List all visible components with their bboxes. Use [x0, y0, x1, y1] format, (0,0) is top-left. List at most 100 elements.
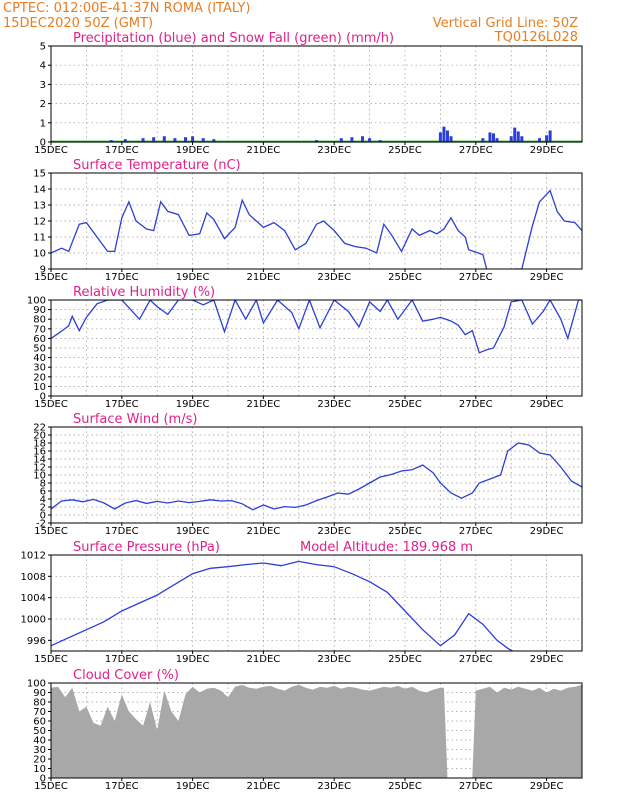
plot-frame	[50, 45, 583, 143]
x-tick-label: 17DEC	[105, 654, 139, 665]
x-tick-label: 25DEC	[388, 272, 422, 283]
y-tick-label: 3	[40, 80, 46, 91]
x-tick-label: 29DEC	[530, 272, 564, 283]
precip-bar	[442, 126, 446, 142]
x-tick-label: 15DEC	[34, 145, 68, 156]
x-tick-label: 29DEC	[530, 399, 564, 410]
cloud-title: Cloud Cover (%)	[73, 668, 179, 683]
y-tick-label: 40	[33, 353, 46, 364]
precip-panel: 0 1 2 3 4 5 15DEC 17DEC 19DEC 21DEC 23DEC 25DEC 27DE…	[34, 31, 583, 156]
precip-bar	[141, 138, 145, 142]
temp-title: Surface Temperature (nC)	[73, 158, 241, 173]
precip-bar	[315, 140, 318, 142]
y-tick-label: 0	[40, 774, 46, 785]
precip-bar	[191, 136, 195, 142]
x-tick-label: 19DEC	[176, 781, 210, 792]
plot-frame	[50, 554, 583, 652]
y-tick-label: 10	[33, 471, 46, 482]
y-tick-label: -2	[36, 519, 46, 530]
precip-bar	[438, 132, 442, 142]
x-tick-label: 19DEC	[176, 145, 210, 156]
temp-line	[51, 189, 582, 269]
cloud-area	[51, 684, 582, 778]
x-tick-label: 29DEC	[530, 526, 564, 537]
x-tick-label: 15DEC	[34, 399, 68, 410]
precip-bar	[495, 138, 499, 142]
y-tick-label: 70	[33, 707, 46, 718]
precip-bar	[109, 140, 113, 142]
y-tick-label: 1004	[21, 593, 46, 604]
x-tick-label: 23DEC	[317, 272, 351, 283]
y-tick-label: 0	[40, 392, 46, 403]
y-tick-label: 80	[33, 315, 46, 326]
y-tick-label: 4	[40, 495, 46, 506]
y-tick-label: 9	[40, 265, 46, 276]
x-tick-label: 21DEC	[247, 781, 281, 792]
y-tick-label: 30	[33, 363, 46, 374]
y-tick-label: 8	[40, 479, 46, 490]
x-tick-label: 19DEC	[176, 399, 210, 410]
x-tick-label: 19DEC	[176, 272, 210, 283]
y-tick-label: 10	[33, 764, 46, 775]
precip-bar	[152, 137, 156, 142]
x-tick-label: 21DEC	[247, 145, 281, 156]
y-tick-label: 11	[33, 233, 46, 244]
y-tick-label: 18	[33, 439, 46, 450]
precip-bar	[548, 130, 552, 142]
y-tick-label: 16	[33, 447, 46, 458]
y-tick-label: 1008	[21, 572, 46, 583]
x-tick-label: 27DEC	[459, 272, 493, 283]
y-tick-label: 13	[33, 201, 46, 212]
x-tick-label: 23DEC	[317, 399, 351, 410]
y-tick-label: 20	[33, 431, 46, 442]
x-tick-label: 25DEC	[388, 145, 422, 156]
x-tick-label: 25DEC	[388, 526, 422, 537]
precip-bar	[212, 139, 216, 142]
precip-bar	[361, 136, 365, 142]
x-tick-label: 21DEC	[247, 654, 281, 665]
header-model-id: TQ0126L028	[494, 30, 578, 45]
y-tick-label: 4	[40, 61, 46, 72]
x-tick-label: 19DEC	[176, 654, 210, 665]
y-tick-label: 14	[33, 455, 46, 466]
x-tick-label: 23DEC	[317, 781, 351, 792]
precip-bar	[339, 138, 343, 142]
wind-line	[51, 442, 582, 511]
x-tick-label: 17DEC	[105, 145, 139, 156]
y-tick-label: 15	[33, 169, 46, 180]
y-tick-label: 40	[33, 736, 46, 747]
x-tick-label: 15DEC	[34, 526, 68, 537]
pressure-title: Surface Pressure (hPa)	[73, 540, 220, 555]
y-tick-label: 50	[33, 726, 46, 737]
y-tick-label: 6	[40, 487, 46, 498]
precip-bar	[350, 137, 354, 142]
precip-bar	[545, 135, 549, 142]
y-tick-label: 80	[33, 698, 46, 709]
x-tick-label: 15DEC	[34, 654, 68, 665]
y-tick-label: 50	[33, 344, 46, 355]
x-tick-label: 19DEC	[176, 526, 210, 537]
x-tick-label: 23DEC	[317, 526, 351, 537]
precip-bar	[201, 138, 205, 142]
precip-bar	[520, 136, 524, 142]
pressure-panel: 996 1000 1004 1008 1012 15DEC 17DEC 19DEC 21DEC 2…	[21, 540, 583, 665]
x-tick-label: 27DEC	[459, 145, 493, 156]
x-tick-label: 25DEC	[388, 781, 422, 792]
model-altitude: Model Altitude: 189.968 m	[300, 540, 473, 555]
y-tick-label: 22	[33, 423, 46, 434]
x-tick-label: 27DEC	[459, 399, 493, 410]
x-tick-label: 29DEC	[530, 781, 564, 792]
precip-bar	[162, 136, 166, 142]
x-tick-label: 27DEC	[459, 654, 493, 665]
x-tick-label: 21DEC	[247, 272, 281, 283]
precip-bar	[481, 138, 485, 142]
y-tick-label: 30	[33, 745, 46, 756]
x-tick-label: 21DEC	[247, 399, 281, 410]
y-tick-label: 5	[40, 42, 46, 53]
pressure-line	[51, 560, 515, 651]
x-tick-label: 15DEC	[34, 272, 68, 283]
y-tick-label: 10	[33, 249, 46, 260]
